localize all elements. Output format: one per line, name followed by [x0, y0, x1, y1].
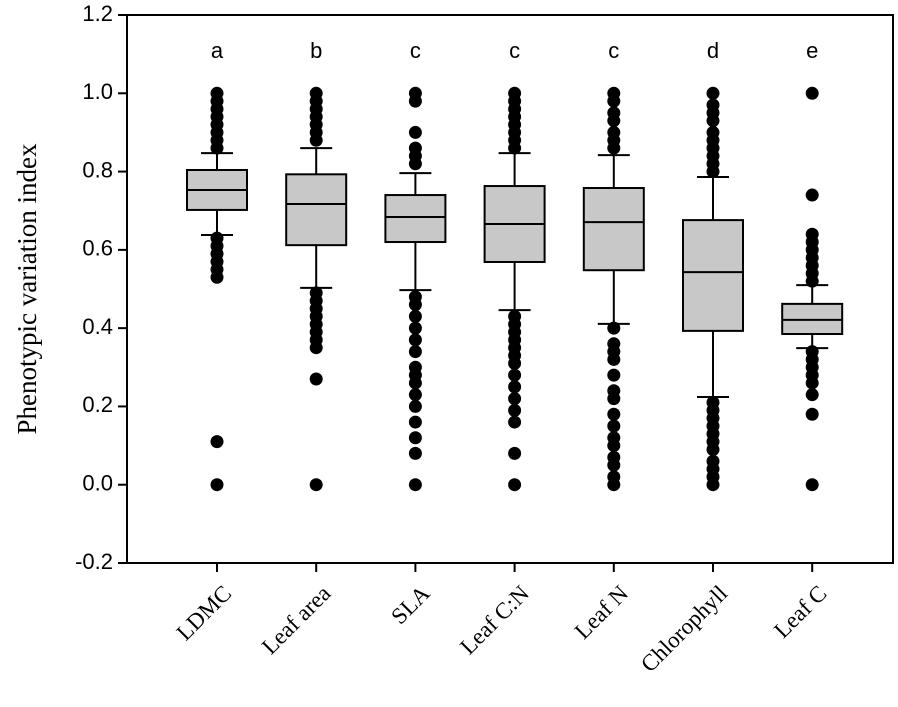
outlier — [607, 94, 621, 108]
outlier — [408, 388, 422, 402]
outlier — [408, 345, 422, 359]
box — [285, 173, 348, 247]
outlier — [607, 392, 621, 406]
plot-frame — [126, 14, 894, 564]
x-tick-label: Leaf C — [769, 581, 831, 643]
outlier — [805, 188, 819, 202]
outlier — [706, 165, 720, 179]
outlier — [607, 407, 621, 421]
outlier — [508, 478, 522, 492]
outlier — [309, 133, 323, 147]
x-tick-label: Chlorophyll — [636, 581, 732, 677]
outlier — [508, 415, 522, 429]
outlier — [508, 446, 522, 460]
y-tick-label: 0.0 — [82, 471, 113, 496]
outlier — [607, 321, 621, 335]
outlier — [210, 435, 224, 449]
outlier — [210, 141, 224, 155]
outlier — [607, 141, 621, 155]
outlier — [408, 321, 422, 335]
x-tick-label: Leaf area — [257, 581, 336, 660]
outlier — [309, 478, 323, 492]
outlier — [408, 415, 422, 429]
y-tick-label: 0.8 — [82, 157, 113, 182]
outlier — [706, 86, 720, 100]
outlier — [607, 419, 621, 433]
outlier — [607, 478, 621, 492]
y-tick-label: 1.0 — [82, 79, 113, 104]
x-tick-label: SLA — [386, 580, 435, 629]
x-tick-label: Leaf N — [570, 580, 634, 644]
outlier — [408, 125, 422, 139]
box — [582, 187, 645, 272]
outlier — [508, 141, 522, 155]
annotation: d — [707, 38, 719, 63]
outlier — [309, 341, 323, 355]
outlier — [805, 274, 819, 288]
box — [384, 194, 447, 244]
x-tick-label: Leaf C:N — [455, 580, 534, 659]
outlier — [210, 270, 224, 284]
outlier — [408, 376, 422, 390]
outlier — [607, 458, 621, 472]
y-axis-label: Phenotypic variation index — [12, 143, 42, 434]
annotation: c — [410, 38, 421, 63]
outlier — [408, 399, 422, 413]
outlier — [706, 442, 720, 456]
outlier — [408, 298, 422, 312]
annotation: a — [211, 38, 224, 63]
outlier — [805, 407, 819, 421]
outlier — [508, 392, 522, 406]
outlier — [508, 356, 522, 370]
annotation: c — [509, 38, 520, 63]
y-tick-label: -0.2 — [75, 549, 113, 574]
outlier — [408, 94, 422, 108]
x-tick-label: LDMC — [172, 581, 237, 646]
y-tick-label: 0.2 — [82, 392, 113, 417]
outlier — [508, 380, 522, 394]
outlier — [607, 114, 621, 128]
outlier — [408, 446, 422, 460]
outlier — [309, 372, 323, 386]
outlier — [408, 157, 422, 171]
annotation: c — [608, 38, 619, 63]
outlier — [210, 478, 224, 492]
outlier — [805, 86, 819, 100]
annotation: e — [806, 38, 818, 63]
outlier — [607, 352, 621, 366]
outlier — [706, 478, 720, 492]
outlier — [805, 478, 819, 492]
outlier — [607, 439, 621, 453]
y-tick-label: 1.2 — [82, 1, 113, 26]
outlier — [805, 388, 819, 402]
outlier — [508, 368, 522, 382]
annotation: b — [310, 38, 322, 63]
outlier — [706, 114, 720, 128]
outlier — [607, 368, 621, 382]
outlier — [408, 309, 422, 323]
y-tick-label: 0.6 — [82, 236, 113, 261]
outlier — [408, 478, 422, 492]
outlier — [408, 431, 422, 445]
box — [682, 219, 744, 332]
outlier — [408, 333, 422, 347]
outlier — [805, 376, 819, 390]
outlier — [508, 403, 522, 417]
y-tick-label: 0.4 — [82, 314, 113, 339]
